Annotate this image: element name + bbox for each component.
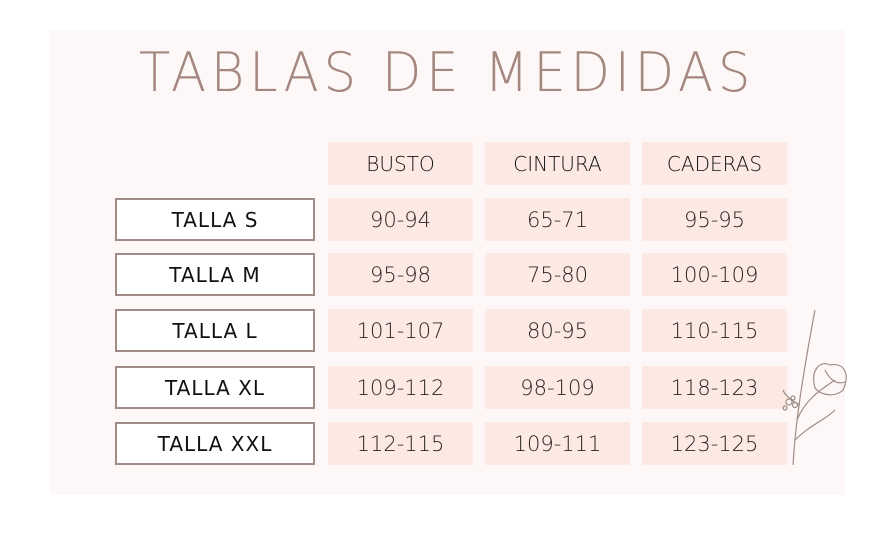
table-cell: 98-109 bbox=[485, 366, 630, 409]
table-cell: 101-107 bbox=[328, 309, 473, 352]
table-cell: 100-109 bbox=[642, 253, 787, 296]
table-cell: 90-94 bbox=[328, 198, 473, 241]
table-cell: 109-111 bbox=[485, 422, 630, 465]
table-cell: 109-112 bbox=[328, 366, 473, 409]
column-header: CADERAS bbox=[642, 142, 787, 185]
table-cell: 112-115 bbox=[328, 422, 473, 465]
flower-icon bbox=[782, 310, 847, 466]
table-cell: 95-95 bbox=[642, 198, 787, 241]
page-title: TABLAS DE MEDIDAS bbox=[138, 41, 756, 104]
table-cell: 65-71 bbox=[485, 198, 630, 241]
size-label: TALLA L bbox=[115, 309, 315, 352]
size-label: TALLA XL bbox=[115, 366, 315, 409]
table-cell: 80-95 bbox=[485, 309, 630, 352]
size-label: TALLA M bbox=[115, 253, 315, 296]
table-cell: 110-115 bbox=[642, 309, 787, 352]
table-cell: 75-80 bbox=[485, 253, 630, 296]
table-cell: 123-125 bbox=[642, 422, 787, 465]
column-header: CINTURA bbox=[485, 142, 630, 185]
size-label: TALLA XXL bbox=[115, 422, 315, 465]
size-label: TALLA S bbox=[115, 198, 315, 241]
table-cell: 95-98 bbox=[328, 253, 473, 296]
table-cell: 118-123 bbox=[642, 366, 787, 409]
column-header: BUSTO bbox=[328, 142, 473, 185]
